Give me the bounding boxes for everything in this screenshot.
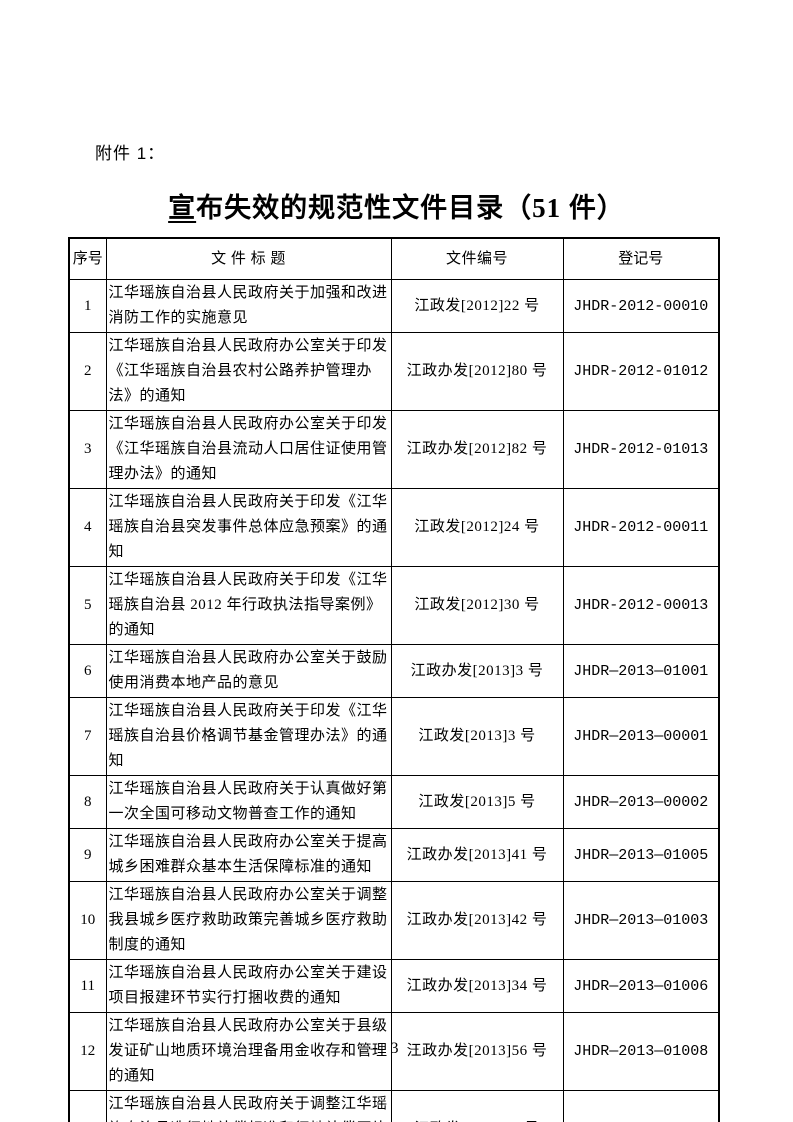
table-row: 8 江华瑶族自治县人民政府关于认真做好第一次全国可移动文物普查工作的通知 江政发… <box>68 775 720 829</box>
row-registration-number: JHDR—2013—00004 <box>562 1090 720 1122</box>
row-document-title: 江华瑶族自治县人民政府办公室关于提高城乡困难群众基本生活保障标准的通知 <box>105 828 392 882</box>
row-document-title: 江华瑶族自治县人民政府关于印发《江华瑶族自治县 2012 年行政执法指导案例》的… <box>105 566 392 645</box>
row-index: 11 <box>68 959 107 1013</box>
table-row: 9 江华瑶族自治县人民政府办公室关于提高城乡困难群众基本生活保障标准的通知 江政… <box>68 828 720 882</box>
row-document-title: 江华瑶族自治县人民政府关于认真做好第一次全国可移动文物普查工作的通知 <box>105 775 392 829</box>
row-document-title: 江华瑶族自治县人民政府办公室关于调整我县城乡医疗救助政策完善城乡医疗救助制度的通… <box>105 881 392 960</box>
row-document-number: 江政办发[2013]56 号 <box>390 1012 564 1091</box>
row-document-title: 江华瑶族自治县人民政府关于印发《江华瑶族自治县价格调节基金管理办法》的通知 <box>105 697 392 776</box>
documents-table: 序号 文 件 标 题 文件编号 登记号 1 江华瑶族自治县人民政府关于加强和改进… <box>68 237 720 1122</box>
row-index: 10 <box>68 881 107 960</box>
row-registration-number: JHDR-2012-01012 <box>562 332 720 411</box>
row-document-number: 江政发[2012]24 号 <box>390 488 564 567</box>
row-index: 7 <box>68 697 107 776</box>
row-registration-number: JHDR-2012-00010 <box>562 279 720 333</box>
table-row: 2 江华瑶族自治县人民政府办公室关于印发《江华瑶族自治县农村公路养护管理办法》的… <box>68 332 720 411</box>
row-registration-number: JHDR—2013—01006 <box>562 959 720 1013</box>
row-document-title: 江华瑶族自治县人民政府关于加强和改进消防工作的实施意见 <box>105 279 392 333</box>
row-index: 6 <box>68 644 107 698</box>
row-document-title: 江华瑶族自治县人民政府关于印发《江华瑶族自治县突发事件总体应急预案》的通知 <box>105 488 392 567</box>
row-document-number: 江政办发[2013]41 号 <box>390 828 564 882</box>
row-document-title: 江华瑶族自治县人民政府办公室关于建设项目报建环节实行打捆收费的通知 <box>105 959 392 1013</box>
row-index: 1 <box>68 279 107 333</box>
header-title: 文 件 标 题 <box>105 237 392 280</box>
row-registration-number: JHDR—2013—00001 <box>562 697 720 776</box>
table-header-row: 序号 文 件 标 题 文件编号 登记号 <box>68 237 720 280</box>
page-title: 宣布失效的规范性文件目录（51 件） <box>168 193 625 223</box>
table-row: 6 江华瑶族自治县人民政府办公室关于鼓励使用消费本地产品的意见 江政办发[201… <box>68 644 720 698</box>
table-row: 10 江华瑶族自治县人民政府办公室关于调整我县城乡医疗救助政策完善城乡医疗救助制… <box>68 881 720 960</box>
page-number: – 3 – <box>370 1040 423 1057</box>
row-index: 13 <box>68 1090 107 1122</box>
row-registration-number: JHDR—2013—01001 <box>562 644 720 698</box>
row-document-number: 江政发[2012]22 号 <box>390 279 564 333</box>
row-registration-number: JHDR—2013—00002 <box>562 775 720 829</box>
row-document-number: 江政办发[2012]80 号 <box>390 332 564 411</box>
row-document-title: 江华瑶族自治县人民政府办公室关于印发《江华瑶族自治县流动人口居住证使用管理办法》… <box>105 410 392 489</box>
row-document-number: 江政发[2013]14 号 <box>390 1090 564 1122</box>
row-registration-number: JHDR—2013—01003 <box>562 881 720 960</box>
table-row: 1 江华瑶族自治县人民政府关于加强和改进消防工作的实施意见 江政发[2012]2… <box>68 279 720 333</box>
row-registration-number: JHDR—2013—01005 <box>562 828 720 882</box>
row-index: 8 <box>68 775 107 829</box>
table-row: 12 江华瑶族自治县人民政府办公室关于县级发证矿山地质环境治理备用金收存和管理的… <box>68 1012 720 1091</box>
row-document-number: 江政办发[2013]42 号 <box>390 881 564 960</box>
table-row: 13 江华瑶族自治县人民政府关于调整江华瑶族自治县造征地补偿标准和征地补偿区片划… <box>68 1090 720 1122</box>
header-doc-number: 文件编号 <box>390 237 564 280</box>
row-document-title: 江华瑶族自治县人民政府关于调整江华瑶族自治县造征地补偿标准和征地补偿区片划分的通… <box>105 1090 392 1122</box>
row-registration-number: JHDR-2012-01013 <box>562 410 720 489</box>
table-body: 1 江华瑶族自治县人民政府关于加强和改进消防工作的实施意见 江政发[2012]2… <box>68 279 720 1122</box>
row-registration-number: JHDR—2013—01008 <box>562 1012 720 1091</box>
table-header: 序号 文 件 标 题 文件编号 登记号 <box>68 237 720 280</box>
row-registration-number: JHDR-2012-00011 <box>562 488 720 567</box>
row-registration-number: JHDR-2012-00013 <box>562 566 720 645</box>
table-row: 11 江华瑶族自治县人民政府办公室关于建设项目报建环节实行打捆收费的通知 江政办… <box>68 959 720 1013</box>
row-document-number: 江政发[2012]30 号 <box>390 566 564 645</box>
row-document-number: 江政办发[2013]3 号 <box>390 644 564 698</box>
row-document-number: 江政办发[2013]34 号 <box>390 959 564 1013</box>
header-reg-number: 登记号 <box>562 237 720 280</box>
row-index: 4 <box>68 488 107 567</box>
row-document-number: 江政发[2013]3 号 <box>390 697 564 776</box>
table-row: 3 江华瑶族自治县人民政府办公室关于印发《江华瑶族自治县流动人口居住证使用管理办… <box>68 410 720 489</box>
table-row: 7 江华瑶族自治县人民政府关于印发《江华瑶族自治县价格调节基金管理办法》的通知 … <box>68 697 720 776</box>
header-index: 序号 <box>68 237 107 280</box>
table-row: 5 江华瑶族自治县人民政府关于印发《江华瑶族自治县 2012 年行政执法指导案例… <box>68 566 720 645</box>
row-document-title: 江华瑶族自治县人民政府办公室关于县级发证矿山地质环境治理备用金收存和管理的通知 <box>105 1012 392 1091</box>
row-index: 5 <box>68 566 107 645</box>
attachment-label: 附件 1： <box>95 144 166 163</box>
table-row: 4 江华瑶族自治县人民政府关于印发《江华瑶族自治县突发事件总体应急预案》的通知 … <box>68 488 720 567</box>
row-document-number: 江政办发[2012]82 号 <box>390 410 564 489</box>
row-index: 3 <box>68 410 107 489</box>
row-index: 9 <box>68 828 107 882</box>
row-document-title: 江华瑶族自治县人民政府办公室关于鼓励使用消费本地产品的意见 <box>105 644 392 698</box>
row-index: 2 <box>68 332 107 411</box>
row-document-title: 江华瑶族自治县人民政府办公室关于印发《江华瑶族自治县农村公路养护管理办法》的通知 <box>105 332 392 411</box>
row-index: 12 <box>68 1012 107 1091</box>
row-document-number: 江政发[2013]5 号 <box>390 775 564 829</box>
